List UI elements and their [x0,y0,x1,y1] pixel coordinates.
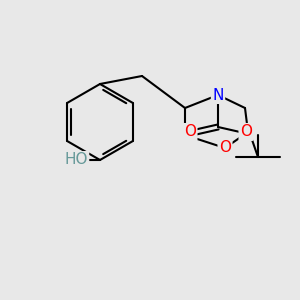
Text: O: O [219,140,231,155]
Text: N: N [212,88,224,103]
Text: O: O [240,124,252,140]
Text: HO: HO [64,152,88,167]
Text: O: O [184,124,196,140]
